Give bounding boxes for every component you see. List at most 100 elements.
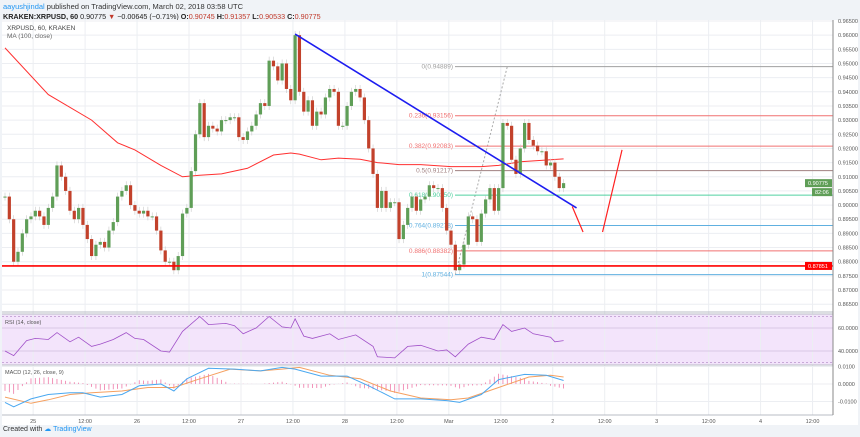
price-tick-label: 0.95000 xyxy=(838,61,858,67)
price-axis[interactable]: 0.86500 0.87000 0.87500 0.88000 0.88500 0.890… xyxy=(805,19,858,415)
candle-down xyxy=(12,219,16,262)
candle-up xyxy=(198,103,202,135)
candle-up xyxy=(46,207,50,225)
candle-up xyxy=(219,120,224,132)
candle-up xyxy=(258,103,263,115)
open-value: 0.90745 xyxy=(188,12,215,21)
price-tick-label: 0.91000 xyxy=(838,175,858,181)
down-arrow-icon: ▼ xyxy=(108,12,116,21)
candle-up xyxy=(561,183,566,189)
close-value: 0.90775 xyxy=(294,12,321,21)
candle-up xyxy=(479,213,483,242)
candle-up xyxy=(141,210,146,214)
candle-up xyxy=(20,233,24,252)
candle-up xyxy=(388,202,392,208)
candle-up xyxy=(488,188,492,200)
candle-down xyxy=(276,66,280,81)
fib-level-label: 0.618(0.90350) xyxy=(409,192,453,199)
candle-up xyxy=(228,117,232,121)
price-tick-label: 0.91500 xyxy=(838,161,858,167)
candle-down xyxy=(505,122,509,126)
candle-up xyxy=(111,222,115,231)
candle-down xyxy=(514,159,518,174)
grid xyxy=(2,20,833,416)
candle-down xyxy=(557,176,561,189)
high-label: H: xyxy=(216,12,225,21)
candle-up xyxy=(349,91,353,106)
trend-line xyxy=(294,33,577,209)
candle-up xyxy=(406,207,410,225)
candle-down xyxy=(453,244,457,271)
candle-up xyxy=(410,196,414,208)
candle-down xyxy=(336,91,341,126)
candle-up xyxy=(354,88,358,92)
high-value: 0.91357 xyxy=(224,12,251,21)
close-label: C: xyxy=(287,12,295,21)
macd-tick-label: -0.0100 xyxy=(838,400,857,406)
candle-up xyxy=(98,241,102,245)
time-tick-label: 12:00 xyxy=(598,419,612,425)
candle-up xyxy=(484,199,488,214)
candle-up xyxy=(185,207,189,214)
candle-up xyxy=(33,210,37,217)
time-tick-label: 12:00 xyxy=(702,419,716,425)
fib-level-label: 0(0.94889) xyxy=(422,64,453,71)
author-link[interactable]: aayushjindal xyxy=(3,2,45,11)
candle-up xyxy=(280,63,284,81)
candle-down xyxy=(163,250,167,262)
price-tick-label: 0.90500 xyxy=(838,189,858,195)
candle-down xyxy=(544,151,548,166)
candle-down xyxy=(432,185,436,189)
candle-down xyxy=(475,219,479,242)
candle-up xyxy=(466,216,470,245)
macd-tick-label: 0.0100 xyxy=(838,365,855,371)
candle-up xyxy=(401,224,405,240)
candle-down xyxy=(371,148,375,174)
candle-up xyxy=(548,162,553,166)
candle-up xyxy=(540,151,544,153)
candle-down xyxy=(358,88,362,98)
candle-down xyxy=(492,188,496,211)
last-price-tag xyxy=(805,179,832,188)
tradingview-link[interactable]: TradingView xyxy=(53,426,92,433)
candle-up xyxy=(25,219,29,234)
candle-down xyxy=(154,216,159,231)
low-label: L: xyxy=(252,12,260,21)
time-tick-label: 3 xyxy=(655,419,658,425)
support-price-tag xyxy=(805,261,832,270)
candle-up xyxy=(29,216,33,220)
candle-down xyxy=(38,210,42,217)
price-chart[interactable]: 0(0.94889) 0.236(0.93156) 0.382(0.92083) 0.… xyxy=(0,0,860,425)
candle-up xyxy=(77,207,81,220)
candle-up xyxy=(436,188,440,190)
created-with: Created with xyxy=(3,426,43,433)
candle-down xyxy=(215,128,219,132)
fib-level-label: 1(0.87544) xyxy=(422,272,453,279)
candle-up xyxy=(150,216,154,218)
time-axis[interactable]: 25 12:00 26 12:00 27 12:00 28 12:00 Mar 12:00 2 12:… xyxy=(30,419,819,425)
candle-down xyxy=(81,207,85,225)
price-tick-label: 0.94500 xyxy=(838,76,858,82)
time-tick-label: 12:00 xyxy=(494,419,508,425)
rsi-legend: RSI (14, close) xyxy=(5,320,42,326)
candle-down xyxy=(414,196,418,211)
candle-up xyxy=(51,196,55,208)
candle-down xyxy=(133,205,137,211)
candle-up xyxy=(232,117,237,119)
candle-up xyxy=(189,171,193,208)
candle-down xyxy=(319,111,323,115)
candle-up xyxy=(293,35,297,101)
candle-down xyxy=(531,139,535,146)
fib-level-label: 0.236(0.93156) xyxy=(409,113,453,120)
candle-down xyxy=(535,145,540,152)
projection-line xyxy=(571,206,584,233)
time-tick-label: 27 xyxy=(238,419,244,425)
price-tick-label: 0.95500 xyxy=(838,47,858,53)
candle-up xyxy=(124,185,128,191)
candle-up xyxy=(458,264,462,271)
price-tick-label: 0.88000 xyxy=(838,260,858,266)
candle-down xyxy=(553,162,557,177)
fib-level-label: 0.5(0.91217) xyxy=(416,168,453,175)
candle-up xyxy=(497,188,501,211)
candle-up xyxy=(180,213,185,257)
